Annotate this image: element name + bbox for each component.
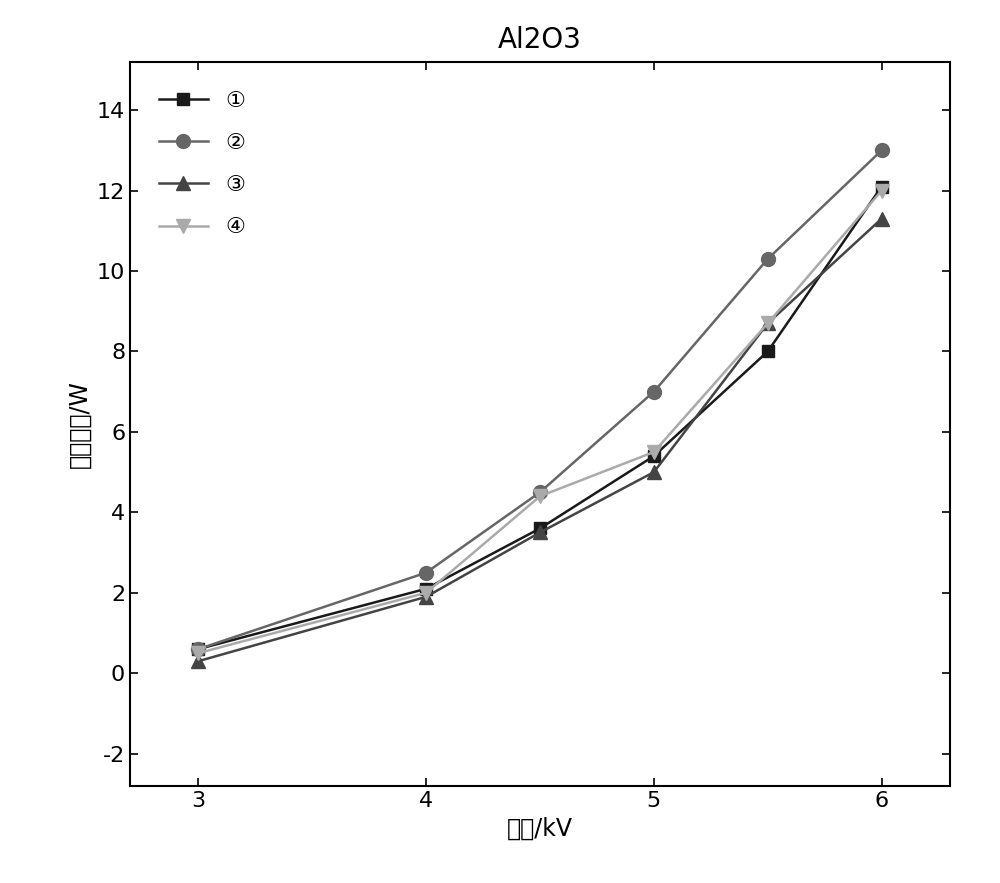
④ — [534, 491, 546, 502]
③ — [762, 318, 774, 328]
Line: ①: ① — [192, 180, 888, 655]
② — [876, 145, 888, 155]
③ — [876, 214, 888, 224]
Y-axis label: 放电功率/W: 放电功率/W — [67, 380, 91, 468]
④ — [762, 318, 774, 328]
① — [648, 450, 660, 461]
① — [762, 346, 774, 357]
② — [534, 487, 546, 497]
③ — [192, 656, 204, 667]
② — [192, 644, 204, 654]
④ — [420, 587, 432, 598]
X-axis label: 电压/kV: 电压/kV — [507, 816, 573, 841]
Title: Al2O3: Al2O3 — [498, 26, 582, 54]
④ — [648, 447, 660, 457]
③ — [534, 527, 546, 538]
② — [762, 253, 774, 264]
Line: ②: ② — [191, 143, 889, 656]
① — [192, 644, 204, 654]
④ — [192, 648, 204, 659]
② — [420, 568, 432, 578]
④ — [876, 185, 888, 196]
① — [420, 584, 432, 594]
Legend: ①, ②, ③, ④: ①, ②, ③, ④ — [141, 73, 263, 255]
③ — [420, 592, 432, 602]
Line: ③: ③ — [191, 212, 889, 668]
Line: ④: ④ — [191, 184, 889, 660]
① — [534, 523, 546, 533]
② — [648, 387, 660, 397]
③ — [648, 467, 660, 478]
① — [876, 181, 888, 192]
